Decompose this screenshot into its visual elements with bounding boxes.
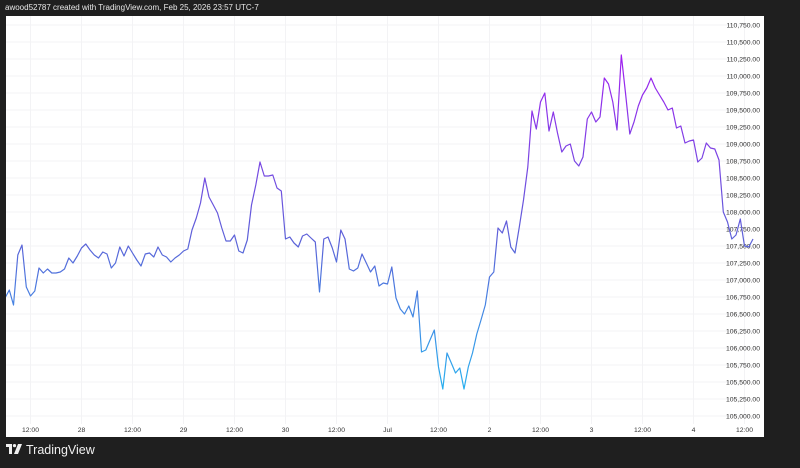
y-tick-label: 108,250.00 [726,193,760,200]
x-tick-label: 29 [180,427,188,434]
x-tick-label: 30 [282,427,290,434]
x-tick-label: 12:00 [532,427,549,434]
y-tick-label: 105,750.00 [726,363,760,370]
price-axis[interactable]: 105,000.00 105,250.00 105,500.00 105,750.00… [726,23,760,421]
grid-lines [6,16,757,424]
y-tick-label: 105,250.00 [726,397,760,404]
y-tick-label: 109,500.00 [726,108,760,115]
y-tick-label: 106,000.00 [726,346,760,353]
y-tick-label: 108,500.00 [726,176,760,183]
x-tick-label: 12:00 [226,427,243,434]
x-tick-label: 4 [692,427,696,434]
time-axis[interactable]: 12:00 28 12:00 29 12:00 30 12:00 Jul 12:00 2 12:00… [22,427,753,434]
y-tick-label: 107,750.00 [726,227,760,234]
y-tick-label: 105,500.00 [726,380,760,387]
x-tick-label: Jul [383,427,392,434]
y-tick-label: 110,000.00 [726,74,760,81]
price-line-chart[interactable]: 105,000.00 105,250.00 105,500.00 105,750.00… [6,16,764,437]
y-tick-label: 110,250.00 [726,57,760,64]
x-tick-label: 12:00 [736,427,753,434]
y-tick-label: 109,000.00 [726,142,760,149]
tradingview-logo-icon [6,443,22,457]
tradingview-logo[interactable]: TradingView [6,443,95,457]
y-tick-label: 107,250.00 [726,261,760,268]
chart-panel[interactable]: 105,000.00 105,250.00 105,500.00 105,750.00… [6,16,764,437]
x-tick-label: 12:00 [634,427,651,434]
y-tick-label: 108,000.00 [726,210,760,217]
y-tick-label: 110,500.00 [726,40,760,47]
y-tick-label: 106,500.00 [726,312,760,319]
y-tick-label: 109,750.00 [726,91,760,98]
x-tick-label: 2 [488,427,492,434]
price-series-line [6,54,754,390]
x-tick-label: 12:00 [328,427,345,434]
x-tick-label: 28 [78,427,86,434]
x-tick-label: 12:00 [124,427,141,434]
y-tick-label: 107,000.00 [726,278,760,285]
x-tick-label: 12:00 [430,427,447,434]
y-tick-label: 109,250.00 [726,125,760,132]
chart-header-title: awood52787 created with TradingView.com,… [5,3,259,12]
y-tick-label: 105,000.00 [726,414,760,421]
y-tick-label: 107,500.00 [726,244,760,251]
y-tick-label: 110,750.00 [726,23,760,30]
x-tick-label: 3 [590,427,594,434]
tradingview-logo-text: TradingView [26,443,95,457]
y-tick-label: 106,250.00 [726,329,760,336]
y-tick-label: 106,750.00 [726,295,760,302]
x-tick-label: 12:00 [22,427,39,434]
y-tick-label: 108,750.00 [726,159,760,166]
